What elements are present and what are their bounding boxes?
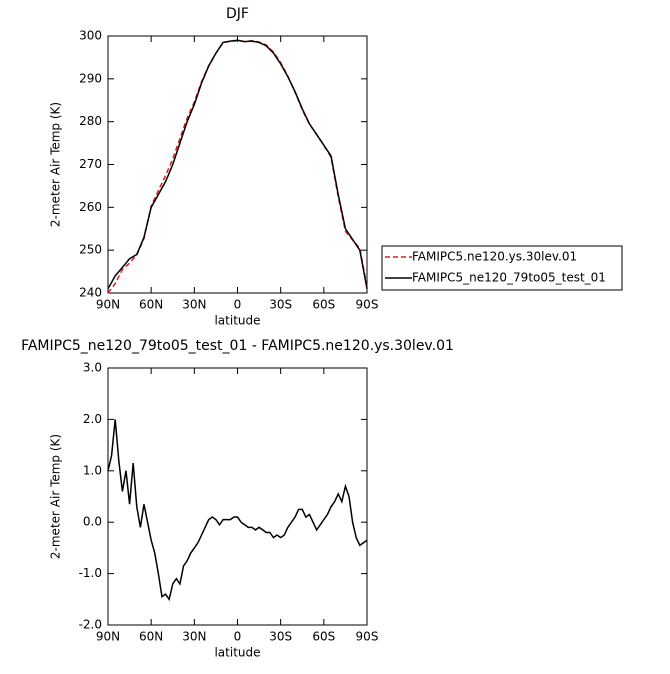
x-tick-label: 0 <box>234 298 242 312</box>
series-line <box>107 419 368 602</box>
chart-title: DJF <box>226 6 249 22</box>
x-axis-label: latitude <box>214 314 260 328</box>
x-tick-label: 0 <box>234 630 242 644</box>
x-tick-label: 30S <box>269 630 292 644</box>
y-tick-label: 240 <box>79 286 102 300</box>
x-tick-label: 90S <box>356 298 379 312</box>
series-line <box>107 39 368 290</box>
legend-box <box>381 245 623 291</box>
series-line <box>107 39 368 294</box>
chart-title: FAMIPC5_ne120_79to05_test_01 - FAMIPC5.n… <box>21 338 454 354</box>
y-tick-label: 290 <box>79 71 102 85</box>
y-tick-label: 3.0 <box>83 361 102 375</box>
x-tick-label: 60S <box>312 298 335 312</box>
x-tick-label: 30N <box>182 630 206 644</box>
y-axis-label: 2-meter Air Temp (K) <box>49 102 63 227</box>
x-tick-label: 60N <box>139 630 163 644</box>
x-tick-label: 90S <box>356 630 379 644</box>
y-tick-label: 280 <box>79 114 102 128</box>
y-tick-label: 260 <box>79 200 102 214</box>
x-tick-label: 30N <box>182 298 206 312</box>
legend-label: FAMIPC5_ne120_79to05_test_01 <box>412 271 606 285</box>
y-tick-label: 2.0 <box>83 412 102 426</box>
y-tick-label: 0.0 <box>83 515 102 529</box>
x-axis-label: latitude <box>214 646 260 660</box>
y-tick-label: -2.0 <box>79 618 102 632</box>
x-tick-label: 60N <box>139 298 163 312</box>
y-tick-label: 1.0 <box>83 463 102 477</box>
y-tick-label: 300 <box>79 29 102 43</box>
y-axis-label: 2-meter Air Temp (K) <box>49 434 63 559</box>
x-tick-label: 90N <box>96 298 120 312</box>
x-tick-label: 60S <box>312 630 335 644</box>
x-tick-label: 30S <box>269 298 292 312</box>
plot-frame <box>107 35 368 294</box>
y-tick-label: 270 <box>79 157 102 171</box>
y-tick-label: -1.0 <box>79 566 102 580</box>
legend-label: FAMIPC5.ne120.ys.30lev.01 <box>412 250 577 264</box>
plot-frame <box>107 367 368 626</box>
y-tick-label: 250 <box>79 243 102 257</box>
x-tick-label: 90N <box>96 630 120 644</box>
